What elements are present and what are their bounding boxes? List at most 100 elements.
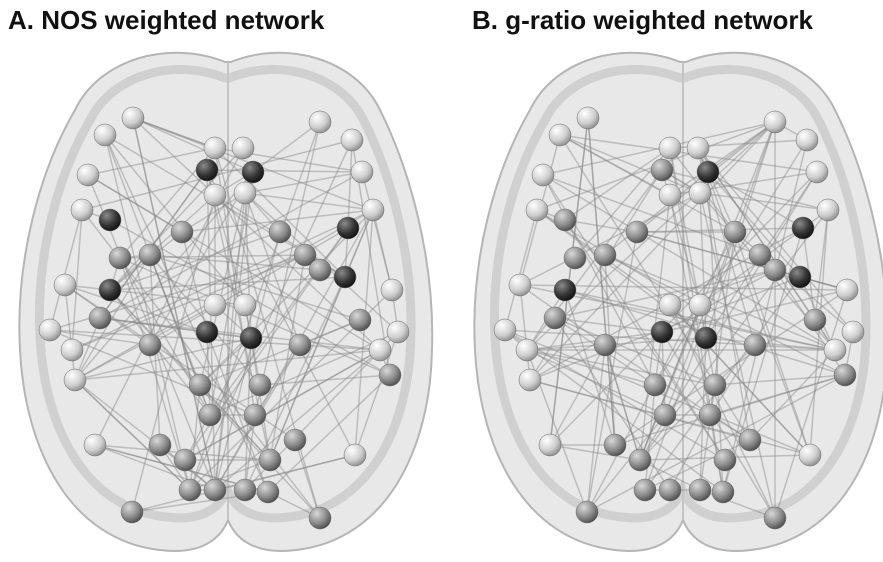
node — [764, 507, 786, 529]
node — [689, 294, 711, 316]
node — [139, 244, 161, 266]
node — [309, 111, 331, 133]
node — [699, 404, 721, 426]
node — [381, 279, 403, 301]
node — [199, 404, 221, 426]
node — [39, 319, 61, 341]
node — [334, 266, 356, 288]
node — [554, 209, 576, 231]
node — [659, 479, 681, 501]
node — [204, 137, 226, 159]
node — [284, 429, 306, 451]
node — [71, 199, 93, 221]
node — [604, 434, 626, 456]
node — [244, 404, 266, 426]
node — [94, 124, 116, 146]
node — [204, 184, 226, 206]
node — [564, 247, 586, 269]
node — [544, 307, 566, 329]
node — [704, 374, 726, 396]
node — [379, 364, 401, 386]
node — [257, 481, 279, 503]
node — [554, 279, 576, 301]
node — [804, 309, 826, 331]
node — [634, 479, 656, 501]
node — [509, 274, 531, 296]
node — [89, 307, 111, 329]
node — [654, 404, 676, 426]
node — [77, 164, 99, 186]
node — [689, 479, 711, 501]
node — [796, 129, 818, 151]
node — [344, 444, 366, 466]
node — [61, 339, 83, 361]
node — [644, 374, 666, 396]
node — [259, 449, 281, 471]
node — [836, 279, 858, 301]
node — [204, 294, 226, 316]
node — [387, 321, 409, 343]
page: A. NOS weighted network B. g-ratio weigh… — [0, 0, 883, 562]
node — [196, 159, 218, 181]
node — [549, 124, 571, 146]
node — [532, 164, 554, 186]
node — [764, 111, 786, 133]
node — [196, 321, 218, 343]
node — [149, 434, 171, 456]
node — [764, 259, 786, 281]
node — [739, 429, 761, 451]
node — [689, 182, 711, 204]
node — [659, 184, 681, 206]
node — [744, 334, 766, 356]
node — [516, 339, 538, 361]
node — [109, 247, 131, 269]
node — [712, 481, 734, 503]
node — [64, 369, 86, 391]
node — [651, 321, 673, 343]
node — [179, 479, 201, 501]
node — [351, 161, 373, 183]
node — [824, 339, 846, 361]
node — [189, 374, 211, 396]
node — [204, 479, 226, 501]
node — [659, 137, 681, 159]
node — [309, 507, 331, 529]
node — [494, 319, 516, 341]
node — [817, 199, 839, 221]
node — [629, 449, 651, 471]
node — [526, 199, 548, 221]
figure: A. NOS weighted network B. g-ratio weigh… — [0, 0, 883, 562]
node — [792, 217, 814, 239]
node — [789, 266, 811, 288]
node — [594, 334, 616, 356]
panel-a — [19, 53, 432, 551]
panel-title: A. NOS weighted network — [8, 5, 325, 35]
node — [834, 364, 856, 386]
node — [697, 161, 719, 183]
node — [269, 221, 291, 243]
node — [539, 434, 561, 456]
node — [341, 129, 363, 151]
node — [724, 221, 746, 243]
panel-b — [474, 53, 883, 551]
node — [369, 339, 391, 361]
node — [174, 449, 196, 471]
node — [594, 244, 616, 266]
node — [84, 434, 106, 456]
node — [695, 327, 717, 349]
node — [799, 444, 821, 466]
node — [576, 501, 598, 523]
node — [714, 449, 736, 471]
node — [99, 209, 121, 231]
node — [577, 107, 599, 129]
node — [289, 334, 311, 356]
node — [122, 107, 144, 129]
panel-title: B. g-ratio weighted network — [472, 5, 813, 35]
node — [687, 137, 709, 159]
node — [309, 259, 331, 281]
node — [240, 327, 262, 349]
node — [337, 217, 359, 239]
node — [626, 221, 648, 243]
node — [99, 279, 121, 301]
node — [659, 294, 681, 316]
